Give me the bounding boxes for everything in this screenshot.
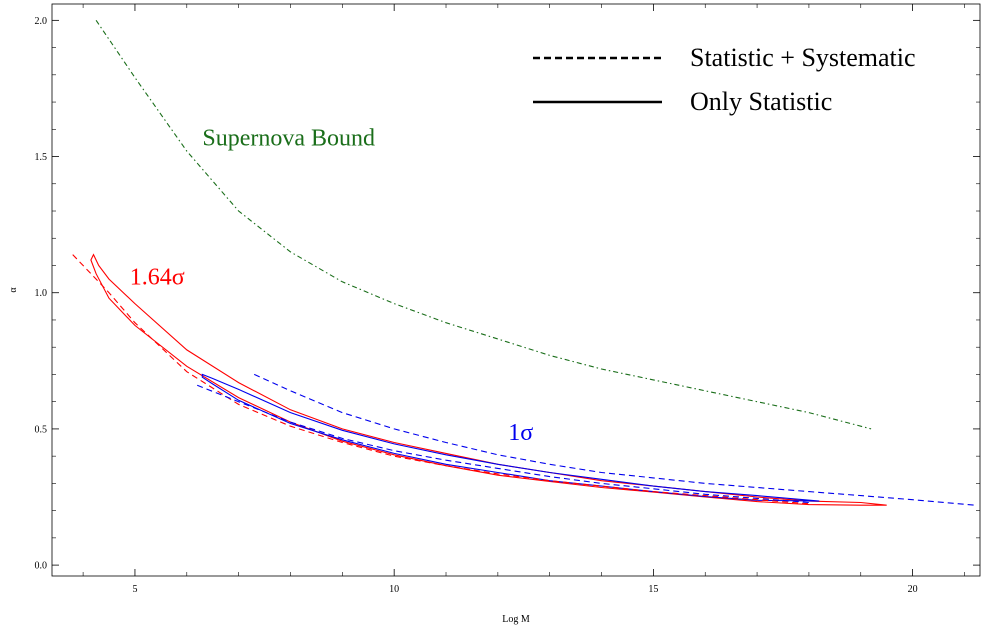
y-tick-label: 1.5 xyxy=(35,152,48,163)
y-tick-label: 0.5 xyxy=(35,424,48,435)
y-tick-label: 2.0 xyxy=(35,16,48,27)
y-tick-label: 0.0 xyxy=(35,561,48,572)
series-layer xyxy=(72,19,975,506)
x-tick-label: 10 xyxy=(389,584,399,595)
x-axis-label: Log M xyxy=(502,614,530,625)
y-tick-label: 1.0 xyxy=(35,288,48,299)
annotation-label-3: 1σ xyxy=(508,420,533,446)
axis-ticks: 5 10 15 20 0.0 0.5 1.0 1.5 2.0 xyxy=(35,4,980,595)
annotation-label-2: 1.64σ xyxy=(130,265,185,291)
series-curve-5-dashed xyxy=(196,384,809,504)
y-axis-label: α xyxy=(8,287,19,293)
legend-label: Only Statistic xyxy=(690,87,832,116)
plot-frame xyxy=(51,3,981,577)
legend: Statistic + Systematic Only Statistic xyxy=(533,43,916,116)
series-curve-2-solid xyxy=(90,253,887,506)
series-curve-6-dashed xyxy=(253,373,975,506)
x-tick-label: 20 xyxy=(908,584,918,595)
annotations: Supernova Bound 1.64σ 1σ xyxy=(130,126,533,446)
x-tick-label: 5 xyxy=(132,584,137,595)
annotation-label-1: Supernova Bound xyxy=(202,126,375,152)
x-tick-label: 15 xyxy=(648,584,658,595)
legend-label: Statistic + Systematic xyxy=(690,43,916,72)
series-curve-1-dashdot xyxy=(95,19,872,430)
